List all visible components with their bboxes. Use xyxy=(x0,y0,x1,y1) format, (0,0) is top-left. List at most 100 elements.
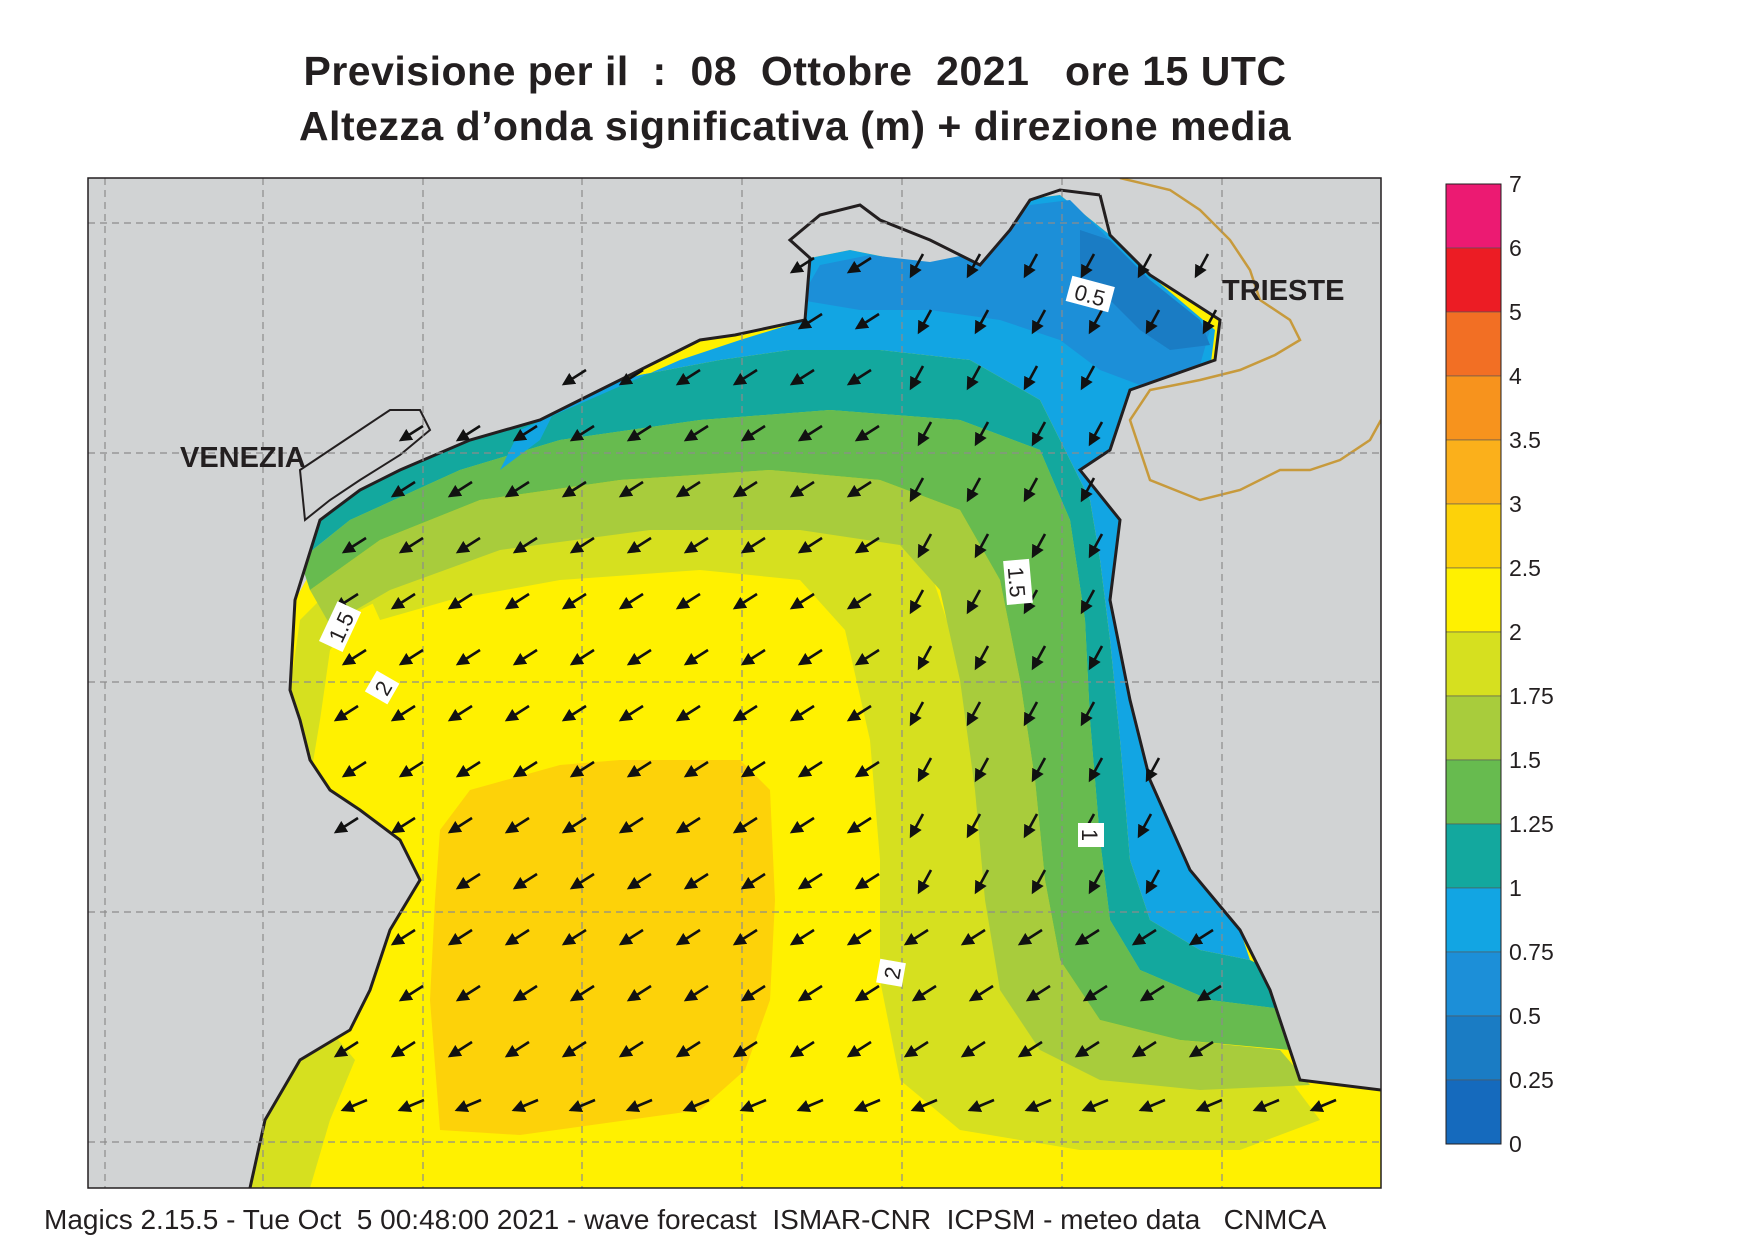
direction-arrow xyxy=(340,1098,368,1112)
direction-arrow xyxy=(390,816,416,834)
direction-arrow xyxy=(512,760,538,778)
direction-arrow xyxy=(966,813,982,839)
direction-arrow xyxy=(569,760,595,778)
direction-arrow xyxy=(333,816,359,834)
direction-arrow xyxy=(1195,1098,1223,1112)
direction-arrow xyxy=(504,1040,530,1058)
direction-arrow xyxy=(511,1098,539,1112)
direction-arrow xyxy=(626,648,652,666)
direction-arrow xyxy=(390,704,416,722)
colorbar-level-label: 1 xyxy=(1509,875,1522,901)
direction-arrow xyxy=(909,253,925,279)
direction-arrow xyxy=(909,589,925,615)
direction-arrow xyxy=(390,1040,416,1058)
grid-lines xyxy=(88,178,1381,1188)
direction-arrow xyxy=(626,536,652,554)
colorbar-frame xyxy=(1445,183,1502,1145)
direction-arrow xyxy=(797,872,823,890)
direction-arrow xyxy=(504,480,530,498)
map-area xyxy=(88,178,1381,1188)
direction-arrow xyxy=(739,1098,767,1112)
direction-arrow xyxy=(512,536,538,554)
direction-arrow xyxy=(569,872,595,890)
direction-arrow xyxy=(1031,645,1047,671)
direction-arrow xyxy=(683,760,709,778)
direction-arrow xyxy=(626,984,652,1002)
direction-arrow xyxy=(398,760,424,778)
direction-arrow xyxy=(732,592,758,610)
direction-arrow xyxy=(732,704,758,722)
colorbar-level-label: 2 xyxy=(1509,619,1522,645)
colorbar-level-label: 4 xyxy=(1509,363,1522,389)
direction-arrow xyxy=(1080,365,1096,391)
direction-arrow xyxy=(683,984,709,1002)
direction-arrow xyxy=(960,928,986,946)
direction-arrow xyxy=(561,928,587,946)
direction-arrow xyxy=(1137,813,1153,839)
direction-arrow xyxy=(1081,1098,1109,1112)
direction-arrow xyxy=(789,816,815,834)
direction-arrow xyxy=(504,928,530,946)
direction-arrow xyxy=(789,704,815,722)
direction-arrow xyxy=(675,704,701,722)
city-label-venezia: VENEZIA xyxy=(180,442,306,474)
colorbar-swatch xyxy=(1445,759,1502,825)
direction-arrow xyxy=(1080,589,1096,615)
direction-arrow xyxy=(909,365,925,391)
direction-arrow xyxy=(447,1040,473,1058)
colorbar-swatch xyxy=(1445,823,1502,889)
colorbar-level-label: 0.25 xyxy=(1509,1067,1554,1093)
colorbar-level-label: 6 xyxy=(1509,235,1522,261)
direction-arrow xyxy=(675,928,701,946)
city-label-trieste: TRIESTE xyxy=(1222,275,1344,307)
direction-arrow xyxy=(1088,533,1104,559)
direction-arrow xyxy=(732,1040,758,1058)
direction-arrow xyxy=(626,872,652,890)
direction-arrow xyxy=(341,648,367,666)
direction-arrow xyxy=(568,1098,596,1112)
venezia-lagoon xyxy=(298,409,432,522)
colorbar-level-label: 3 xyxy=(1509,491,1522,517)
direction-arrow xyxy=(1145,309,1161,335)
colorbar-swatch xyxy=(1445,567,1502,633)
direction-arrow xyxy=(333,1040,359,1058)
direction-arrow xyxy=(1188,928,1214,946)
direction-arrow xyxy=(854,312,880,330)
colorbar-level-label: 7 xyxy=(1509,171,1522,197)
direction-arrow xyxy=(1080,253,1096,279)
direction-arrow xyxy=(917,757,933,783)
direction-arrow xyxy=(846,592,872,610)
direction-arrow xyxy=(1031,421,1047,447)
direction-arrow xyxy=(846,1040,872,1058)
direction-arrow xyxy=(618,816,644,834)
colorbar-swatch xyxy=(1445,887,1502,953)
direction-arrow xyxy=(1080,701,1096,727)
direction-arrow xyxy=(789,256,815,274)
direction-arrow xyxy=(789,368,815,386)
direction-arrow xyxy=(398,536,424,554)
direction-arrow xyxy=(910,1098,938,1112)
direction-arrow xyxy=(398,984,424,1002)
direction-arrow xyxy=(789,928,815,946)
direction-arrow xyxy=(854,872,880,890)
direction-arrow xyxy=(397,1098,425,1112)
direction-arrow xyxy=(683,648,709,666)
direction-arrow xyxy=(683,424,709,442)
direction-arrow xyxy=(854,648,880,666)
direction-arrow xyxy=(1074,1040,1100,1058)
direction-arrow xyxy=(732,928,758,946)
direction-arrow xyxy=(846,368,872,386)
direction-arrow xyxy=(675,592,701,610)
direction-arrow xyxy=(1139,984,1165,1002)
direction-arrow xyxy=(447,592,473,610)
direction-arrow xyxy=(1017,928,1043,946)
contour-1-1.25 xyxy=(300,350,1290,1010)
direction-arrow xyxy=(740,536,766,554)
direction-arrow xyxy=(974,645,990,671)
direction-arrow xyxy=(561,480,587,498)
direction-arrow xyxy=(854,424,880,442)
direction-arrow xyxy=(797,760,823,778)
direction-arrow xyxy=(1131,1040,1157,1058)
direction-arrow xyxy=(618,368,644,386)
